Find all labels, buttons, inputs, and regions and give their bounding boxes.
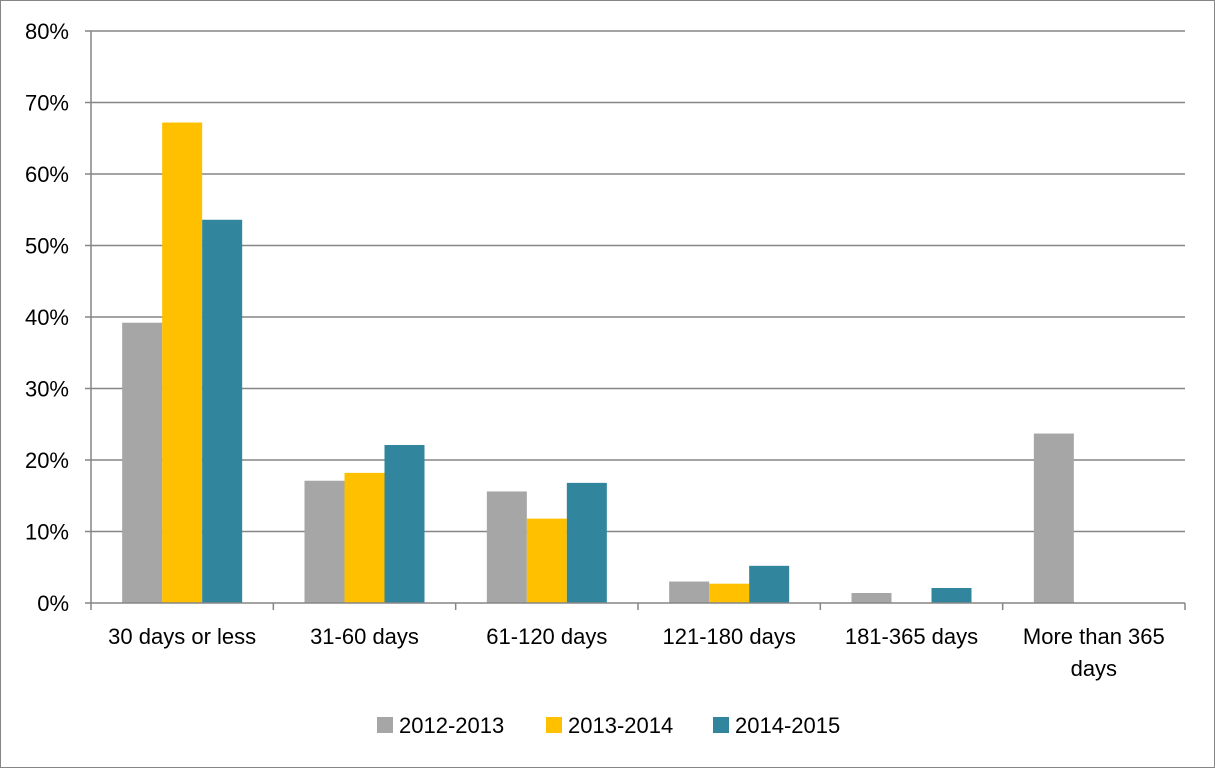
bars <box>122 122 1074 604</box>
y-axis-tick-labels: 0% 10% 20% 30% 40% 50% 60% 70% 80% <box>25 19 69 616</box>
bar-2013-2014-3 <box>526 518 567 603</box>
bar-2012-2013-6 <box>1033 433 1074 603</box>
bar-2013-2014-2 <box>344 472 385 603</box>
bar-2012-2013-3 <box>486 491 527 603</box>
bar-2014-2015-3 <box>566 482 607 603</box>
legend-swatch-2014-2015 <box>713 717 729 733</box>
x-tick-label-line: 30 days or less <box>108 624 256 649</box>
axes <box>85 30 1186 610</box>
y-tick-label: 10% <box>25 520 69 545</box>
x-tick-label: 181-365 days <box>845 624 978 649</box>
legend-label: 2012-2013 <box>399 713 504 738</box>
legend-swatch-2013-2014 <box>546 717 562 733</box>
gridlines <box>91 30 1185 533</box>
x-tick-label: 31-60 days <box>310 624 419 649</box>
legend: 2012-2013 2013-2014 2014-2015 <box>377 713 840 738</box>
bar-2012-2013-2 <box>304 480 345 603</box>
legend-swatch-2012-2013 <box>377 717 393 733</box>
x-tick-label: 30 days or less <box>108 624 256 649</box>
x-tick-label-line: days <box>1071 656 1117 681</box>
bar-2012-2013-1 <box>122 322 163 603</box>
y-tick-label: 60% <box>25 162 69 187</box>
y-tick-label: 80% <box>25 19 69 44</box>
bar-2014-2015-2 <box>384 444 425 603</box>
y-tick-label: 50% <box>25 234 69 259</box>
x-tick-label-line: More than 365 <box>1023 624 1165 649</box>
x-tick-label-line: 61-120 days <box>486 624 607 649</box>
y-tick-label: 40% <box>25 305 69 330</box>
bar-2013-2014-1 <box>162 122 203 604</box>
x-tick-label-line: 31-60 days <box>310 624 419 649</box>
legend-label: 2013-2014 <box>568 713 673 738</box>
legend-label: 2014-2015 <box>735 713 840 738</box>
y-tick-label: 20% <box>25 448 69 473</box>
bar-2013-2014-4 <box>709 583 750 603</box>
x-tick-label-line: 121-180 days <box>663 624 796 649</box>
y-tick-label: 70% <box>25 91 69 116</box>
x-tick-label: More than 365 days <box>1023 624 1165 681</box>
bar-2012-2013-4 <box>669 581 710 603</box>
bar-2014-2015-1 <box>202 219 243 603</box>
x-tick-label: 61-120 days <box>486 624 607 649</box>
x-tick-label-line: 181-365 days <box>845 624 978 649</box>
y-tick-label: 30% <box>25 377 69 402</box>
x-tick-label: 121-180 days <box>663 624 796 649</box>
bar-2014-2015-4 <box>749 565 790 603</box>
y-tick-label: 0% <box>37 591 69 616</box>
bar-2014-2015-5 <box>931 587 972 603</box>
x-axis-tick-labels: 30 days or less 31-60 days 61-120 days 121-… <box>108 624 1165 681</box>
bar-2012-2013-5 <box>851 592 892 603</box>
